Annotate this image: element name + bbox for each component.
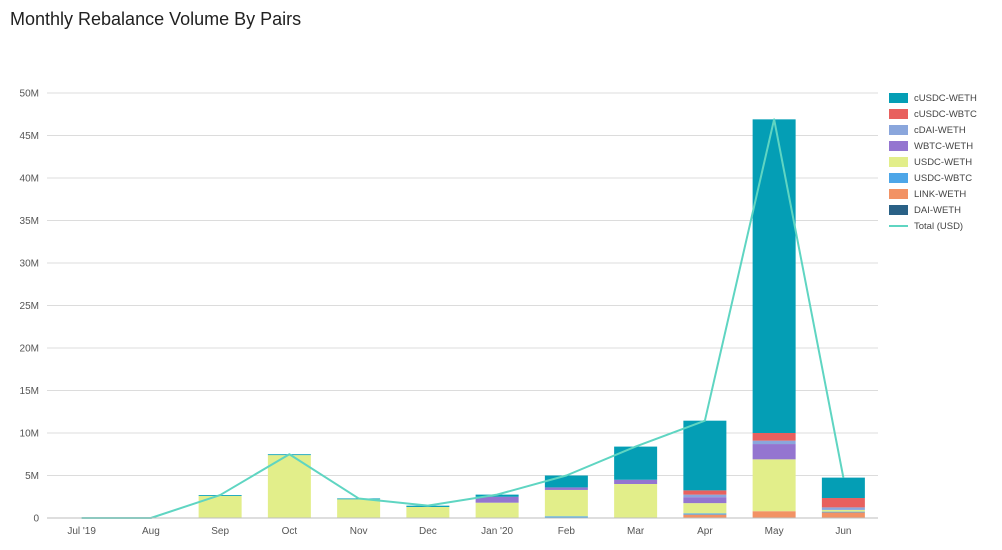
- y-tick-label: 15M: [20, 386, 39, 397]
- y-tick-label: 0: [33, 514, 39, 525]
- y-tick-label: 25M: [20, 301, 39, 312]
- legend-label: cDAI-WETH: [914, 124, 966, 136]
- legend-swatch: [889, 157, 908, 167]
- bar-segment: [406, 506, 450, 518]
- legend-swatch: [889, 205, 908, 215]
- bar-segment: [821, 512, 865, 518]
- bar-stacks: [198, 119, 865, 518]
- legend-label: cUSDC-WBTC: [914, 108, 977, 120]
- legend-label: LINK-WETH: [914, 188, 967, 200]
- x-tick-label: Mar: [627, 526, 645, 537]
- bar-segment: [683, 514, 727, 518]
- x-tick-label: Jan '20: [481, 526, 513, 537]
- bar-segment: [475, 494, 519, 497]
- bar-segment: [821, 498, 865, 508]
- bar-segment: [683, 490, 727, 495]
- bar-segment: [544, 489, 588, 517]
- bar-segment: [752, 511, 796, 518]
- legend-item[interactable]: cUSDC-WETH: [889, 90, 977, 106]
- bar-segment: [821, 507, 865, 510]
- legend-item[interactable]: cUSDC-WBTC: [889, 106, 977, 122]
- bar-segment: [614, 484, 658, 518]
- y-tick-label: 30M: [20, 259, 39, 270]
- legend-label: USDC-WBTC: [914, 172, 973, 184]
- x-tick-label: Aug: [142, 526, 160, 537]
- legend-swatch: [889, 141, 908, 151]
- bar-segment: [198, 495, 242, 518]
- legend-item[interactable]: LINK-WETH: [889, 186, 977, 202]
- bar-segment: [614, 479, 658, 484]
- bar-segment: [544, 475, 588, 488]
- y-tick-label: 5M: [25, 471, 39, 482]
- legend-item[interactable]: cDAI-WETH: [889, 122, 977, 138]
- y-tick-label: 50M: [20, 89, 39, 100]
- x-axis-ticks: Jul '19 Aug Sep Oct Nov Dec Jan '20 Feb Mar Apr Ma…: [67, 526, 851, 537]
- bar-segment: [752, 440, 796, 445]
- legend-swatch: [889, 173, 908, 183]
- y-tick-label: 10M: [20, 429, 39, 440]
- legend-swatch: [889, 109, 908, 119]
- x-tick-label: Jun: [835, 526, 851, 537]
- legend-label: Total (USD): [914, 220, 964, 232]
- legend-label: cUSDC-WETH: [914, 92, 977, 104]
- bar-segment: [475, 502, 519, 518]
- bar-segment: [683, 494, 727, 498]
- bar-segment: [683, 503, 727, 514]
- legend-line-swatch: [889, 225, 908, 227]
- chart-legend: cUSDC-WETH cUSDC-WBTC cDAI-WETH WBTC-WETH US…: [889, 90, 977, 234]
- y-tick-label: 40M: [20, 174, 39, 185]
- y-tick-label: 20M: [20, 344, 39, 355]
- bar-segment: [752, 433, 796, 441]
- legend-item[interactable]: USDC-WBTC: [889, 170, 977, 186]
- legend-item[interactable]: DAI-WETH: [889, 202, 977, 218]
- bar-segment: [821, 509, 865, 512]
- bar-segment: [752, 119, 796, 433]
- x-tick-label: Feb: [558, 526, 576, 537]
- y-tick-label: 35M: [20, 216, 39, 227]
- bar-segment: [337, 499, 381, 518]
- bar-segment: [267, 455, 311, 518]
- x-tick-label: Nov: [350, 526, 368, 537]
- total-line: [81, 118, 845, 519]
- x-tick-label: Oct: [282, 526, 298, 537]
- legend-label: USDC-WETH: [914, 156, 973, 168]
- legend-swatch: [889, 93, 908, 103]
- bar-segment: [821, 477, 865, 499]
- x-tick-label: Jul '19: [67, 526, 96, 537]
- bar-segment: [752, 459, 796, 512]
- legend-item-total[interactable]: Total (USD): [889, 218, 977, 234]
- bar-segment: [475, 496, 519, 503]
- grid-lines: [47, 92, 878, 476]
- total-line-series: [81, 118, 845, 519]
- legend-label: WBTC-WETH: [914, 140, 974, 152]
- bar-segment: [821, 511, 865, 513]
- x-tick-label: Apr: [697, 526, 713, 537]
- bar-segment: [614, 446, 658, 480]
- bar-segment: [683, 497, 727, 504]
- y-axis-ticks: 0 5M 10M 15M 20M 25M 30M 35M 40M 45M 50M: [20, 89, 40, 525]
- legend-label: DAI-WETH: [914, 204, 961, 216]
- x-tick-label: May: [765, 526, 784, 537]
- y-tick-label: 45M: [20, 131, 39, 142]
- legend-swatch: [889, 189, 908, 199]
- bar-segment: [544, 487, 588, 490]
- x-tick-label: Dec: [419, 526, 437, 537]
- chart-title: Monthly Rebalance Volume By Pairs: [10, 9, 302, 29]
- legend-swatch: [889, 125, 908, 135]
- legend-item[interactable]: USDC-WETH: [889, 154, 977, 170]
- bar-segment: [683, 513, 727, 515]
- bar-segment: [683, 420, 727, 491]
- bar-segment: [544, 516, 588, 518]
- legend-item[interactable]: WBTC-WETH: [889, 138, 977, 154]
- bar-segment: [752, 444, 796, 460]
- x-tick-label: Sep: [211, 526, 229, 537]
